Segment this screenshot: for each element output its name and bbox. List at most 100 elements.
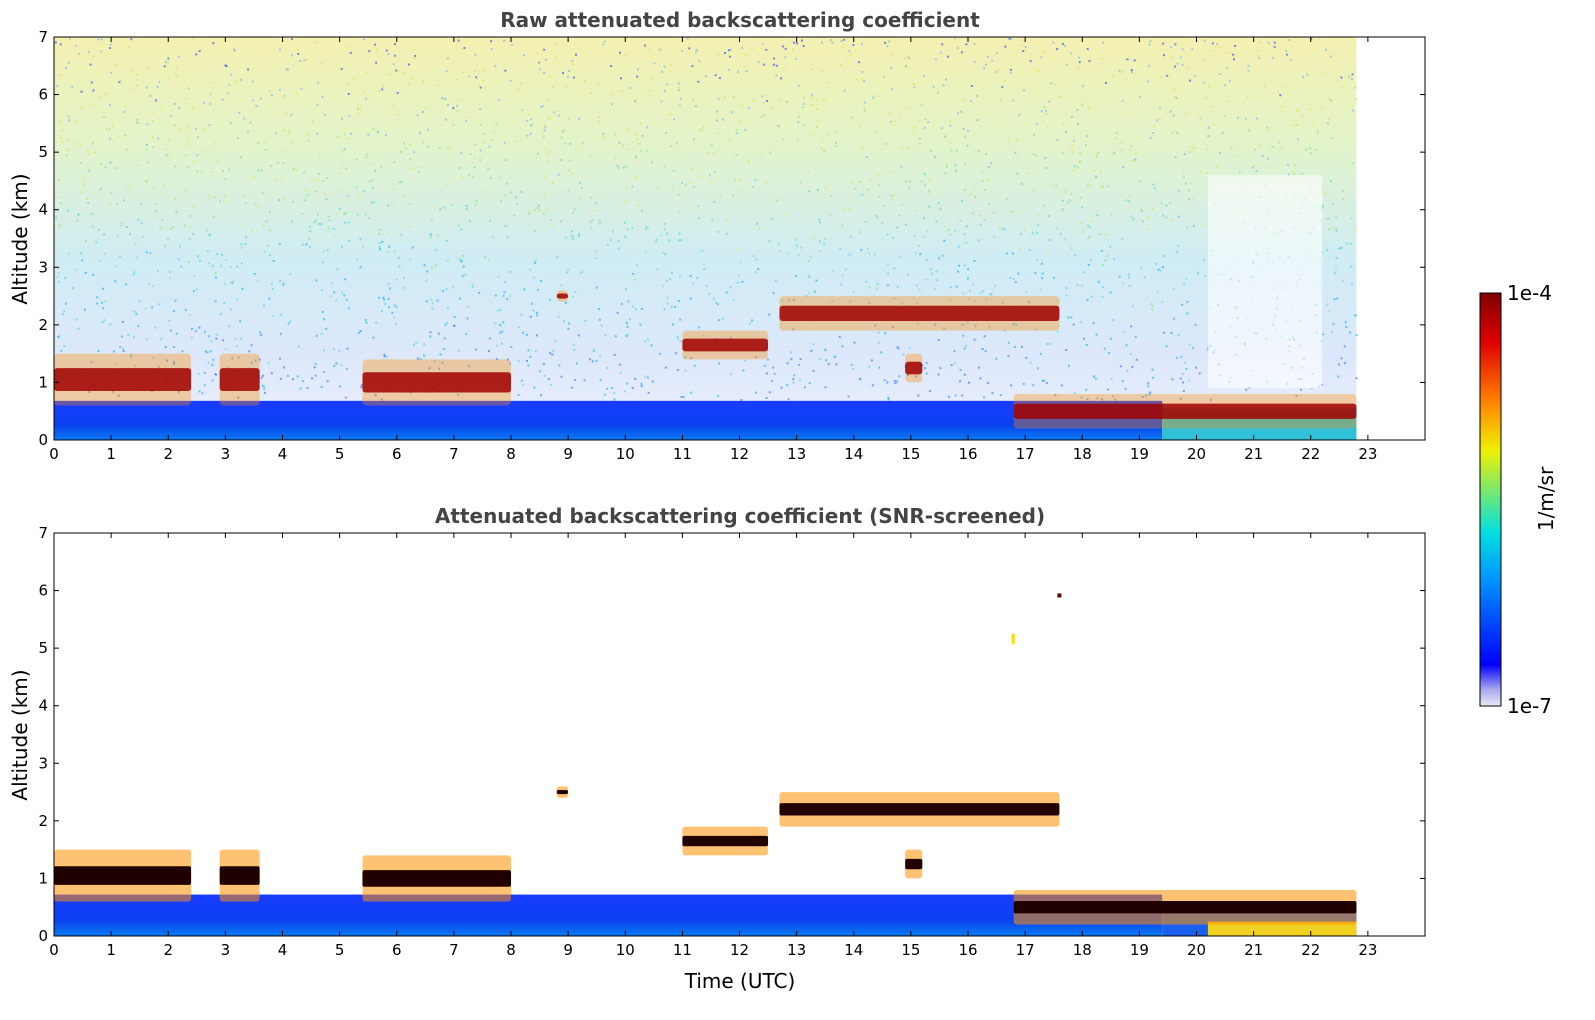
cloud-layer [682,330,769,360]
x-tick-label: 7 [449,941,459,959]
surface-layer-late [1207,921,1357,936]
panel-raw-plot-area [54,37,1358,440]
x-tick-label: 11 [673,445,692,463]
x-tick-label: 23 [1358,941,1377,959]
x-tick-label: 12 [730,445,749,463]
x-tick-label: 19 [1130,941,1149,959]
cloud-layer [1013,889,1357,925]
panel-raw-axes: 0 1 2 3 4 5 6 7 8 9 10 11 12 13 14 15 16 17 18 19 20 21 22 2301… [38,28,1426,463]
colorbar-max-label: 1e-4 [1507,281,1552,305]
colorbar-gradient [1479,292,1502,707]
y-tick-label: 2 [38,812,48,830]
cloud-layer [905,353,923,383]
panel-screened-axes: 0 1 2 3 4 5 6 7 8 9 10 11 12 13 14 15 16 17 18 19 20 21 22 2301… [38,524,1426,959]
cloud-layer [556,290,569,302]
y-tick-label: 6 [38,582,48,600]
x-tick-label: 10 [616,445,635,463]
x-tick-label: 15 [901,445,920,463]
x-tick-label: 3 [221,445,231,463]
isolated-echo [1011,633,1015,644]
y-tick-label: 7 [38,524,48,542]
x-tick-label: 13 [787,941,806,959]
x-tick-label: 3 [221,941,231,959]
cloud-layer [779,296,1060,331]
cloud-layer [362,359,511,406]
y-tick-label: 3 [38,258,48,276]
x-tick-label: 8 [506,941,516,959]
colorbar-label: 1/m/sr [1534,466,1558,531]
x-tick-label: 15 [901,941,920,959]
x-tick-label: 9 [563,445,573,463]
x-tick-label: 22 [1301,445,1320,463]
panel-screened: Attenuated backscattering coefficient (S… [8,504,1426,993]
x-tick-label: 7 [449,445,459,463]
x-tick-label: 1 [106,445,116,463]
x-tick-label: 4 [278,941,288,959]
cloud-layer [905,849,923,879]
y-tick-label: 5 [38,143,48,161]
y-tick-label: 0 [38,431,48,449]
cloud-layer [1013,393,1357,429]
x-tick-label: 8 [506,445,516,463]
panel-raw-title: Raw attenuated backscattering coefficien… [500,8,980,32]
x-tick-label: 6 [392,445,402,463]
x-tick-label: 18 [1073,445,1092,463]
colorbar: 1e-4 1e-7 1/m/sr [1479,281,1558,718]
boundary-layer [54,400,1163,440]
cloud-layer [54,353,192,406]
x-tick-label: 11 [673,941,692,959]
y-tick-label: 1 [38,373,48,391]
cloud-layer [219,849,260,902]
x-tick-label: 13 [787,445,806,463]
panel-screened-plot-area [54,593,1357,936]
y-tick-label: 6 [38,86,48,104]
panel-screened-title: Attenuated backscattering coefficient (S… [435,504,1045,528]
x-tick-label: 5 [335,445,345,463]
y-tick-label: 0 [38,927,48,945]
panel-raw: Raw attenuated backscattering coefficien… [8,8,1426,463]
cloud-layer [682,826,769,856]
y-tick-label: 3 [38,754,48,772]
panel-raw-y-axis-label: Altitude (km) [8,173,32,304]
panel-screened-x-axis-label: Time (UTC) [684,969,796,993]
x-tick-label: 21 [1244,941,1263,959]
x-tick-label: 14 [844,445,863,463]
boundary-layer [54,894,1163,936]
cloud-layer [54,849,192,902]
x-tick-label: 19 [1130,445,1149,463]
x-tick-label: 17 [1016,941,1035,959]
x-tick-label: 9 [563,941,573,959]
colorbar-min-label: 1e-7 [1507,694,1552,718]
x-tick-label: 2 [163,941,173,959]
cloud-layer [556,786,569,798]
x-tick-label: 22 [1301,941,1320,959]
x-tick-label: 14 [844,941,863,959]
x-tick-label: 1 [106,941,116,959]
x-tick-label: 16 [958,941,977,959]
clear-region [1207,175,1323,389]
panel-screened-y-axis-label: Altitude (km) [8,669,32,800]
x-tick-label: 20 [1187,941,1206,959]
cloud-layer [362,855,511,902]
y-tick-label: 2 [38,316,48,334]
x-tick-label: 21 [1244,445,1263,463]
isolated-echo [1057,593,1062,598]
x-tick-label: 5 [335,941,345,959]
x-tick-label: 10 [616,941,635,959]
x-tick-label: 20 [1187,445,1206,463]
x-tick-label: 6 [392,941,402,959]
y-tick-label: 4 [38,697,48,715]
x-tick-label: 16 [958,445,977,463]
x-tick-label: 0 [49,941,59,959]
x-tick-label: 0 [49,445,59,463]
cloud-layer [219,353,260,406]
y-tick-label: 1 [38,869,48,887]
x-tick-label: 4 [278,445,288,463]
x-tick-label: 23 [1358,445,1377,463]
cloud-layer [779,792,1060,827]
y-tick-label: 7 [38,28,48,46]
x-tick-label: 12 [730,941,749,959]
y-tick-label: 5 [38,639,48,657]
x-tick-label: 17 [1016,445,1035,463]
